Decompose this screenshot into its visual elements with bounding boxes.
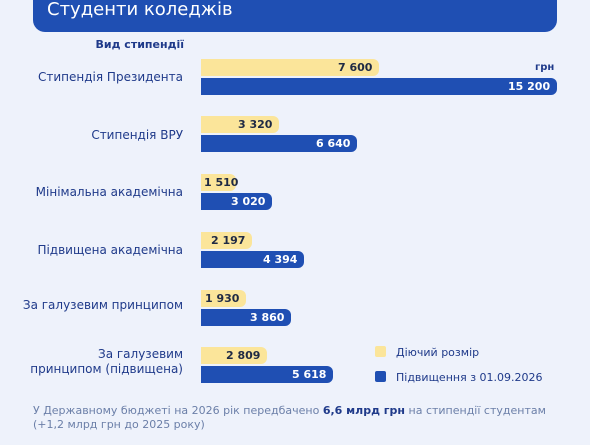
data-label-current: 1 930 [205, 292, 240, 305]
footnote-highlight: 6,6 млрд грн [322, 404, 406, 417]
legend-swatch-current [375, 346, 386, 357]
bar-current [201, 174, 236, 191]
data-label-current: 2 809 [226, 349, 261, 362]
category-label: Стипендія Президента [38, 70, 183, 84]
data-label-increased: 3 860 [250, 311, 285, 324]
legend-item-new: Підвищення з 01.09.2026 [375, 371, 543, 384]
data-label-current: 3 320 [238, 118, 273, 131]
chart-title: Студенти коледжів [47, 0, 233, 20]
legend-label-current: Діючий розмір [396, 346, 480, 359]
category-label: За галузевим принципом (підвищена) [30, 347, 183, 376]
data-label-increased: 4 394 [263, 253, 298, 266]
data-label-current: 1 510 [204, 176, 239, 189]
bar-current [201, 290, 246, 307]
category-axis-header: Вид стипендії [95, 38, 185, 51]
category-label: За галузевим принципом [22, 298, 183, 312]
data-label-current: 2 197 [211, 234, 246, 247]
legend-label-new: Підвищення з 01.09.2026 [396, 371, 543, 384]
category-label: Мінімальна академічна [35, 185, 183, 199]
header-banner: Студенти коледжів [33, 0, 557, 32]
bar-current [201, 232, 252, 249]
data-label-increased: 5 618 [292, 368, 327, 381]
footnote: У Державному бюджеті на 2026 рік передба… [33, 404, 563, 432]
bar-current [201, 347, 267, 364]
legend-item-current: Діючий розмір [375, 346, 479, 359]
category-label: Стипендія ВРУ [91, 128, 183, 142]
bar-increased [201, 135, 357, 152]
data-label-current: 7 600 [338, 61, 373, 74]
bar-increased [201, 251, 304, 268]
category-label: Підвищена академічна [37, 243, 183, 257]
bar-increased [201, 193, 272, 210]
bar-increased [201, 309, 291, 326]
bar-increased [201, 78, 557, 95]
data-label-increased: 6 640 [316, 137, 351, 150]
bar-increased [201, 366, 333, 383]
data-label-increased: 15 200 [508, 80, 551, 93]
footnote-text-before: У Державному бюджеті на 2026 рік передба… [33, 404, 323, 417]
legend-swatch-new [375, 371, 386, 382]
data-label-increased: 3 020 [231, 195, 266, 208]
bar-current [201, 59, 379, 76]
footnote-text-after: на стипендії студентам (+1,2 млрд грн до… [33, 404, 546, 431]
unit-label: грн [535, 62, 555, 73]
bar-current [201, 116, 279, 133]
